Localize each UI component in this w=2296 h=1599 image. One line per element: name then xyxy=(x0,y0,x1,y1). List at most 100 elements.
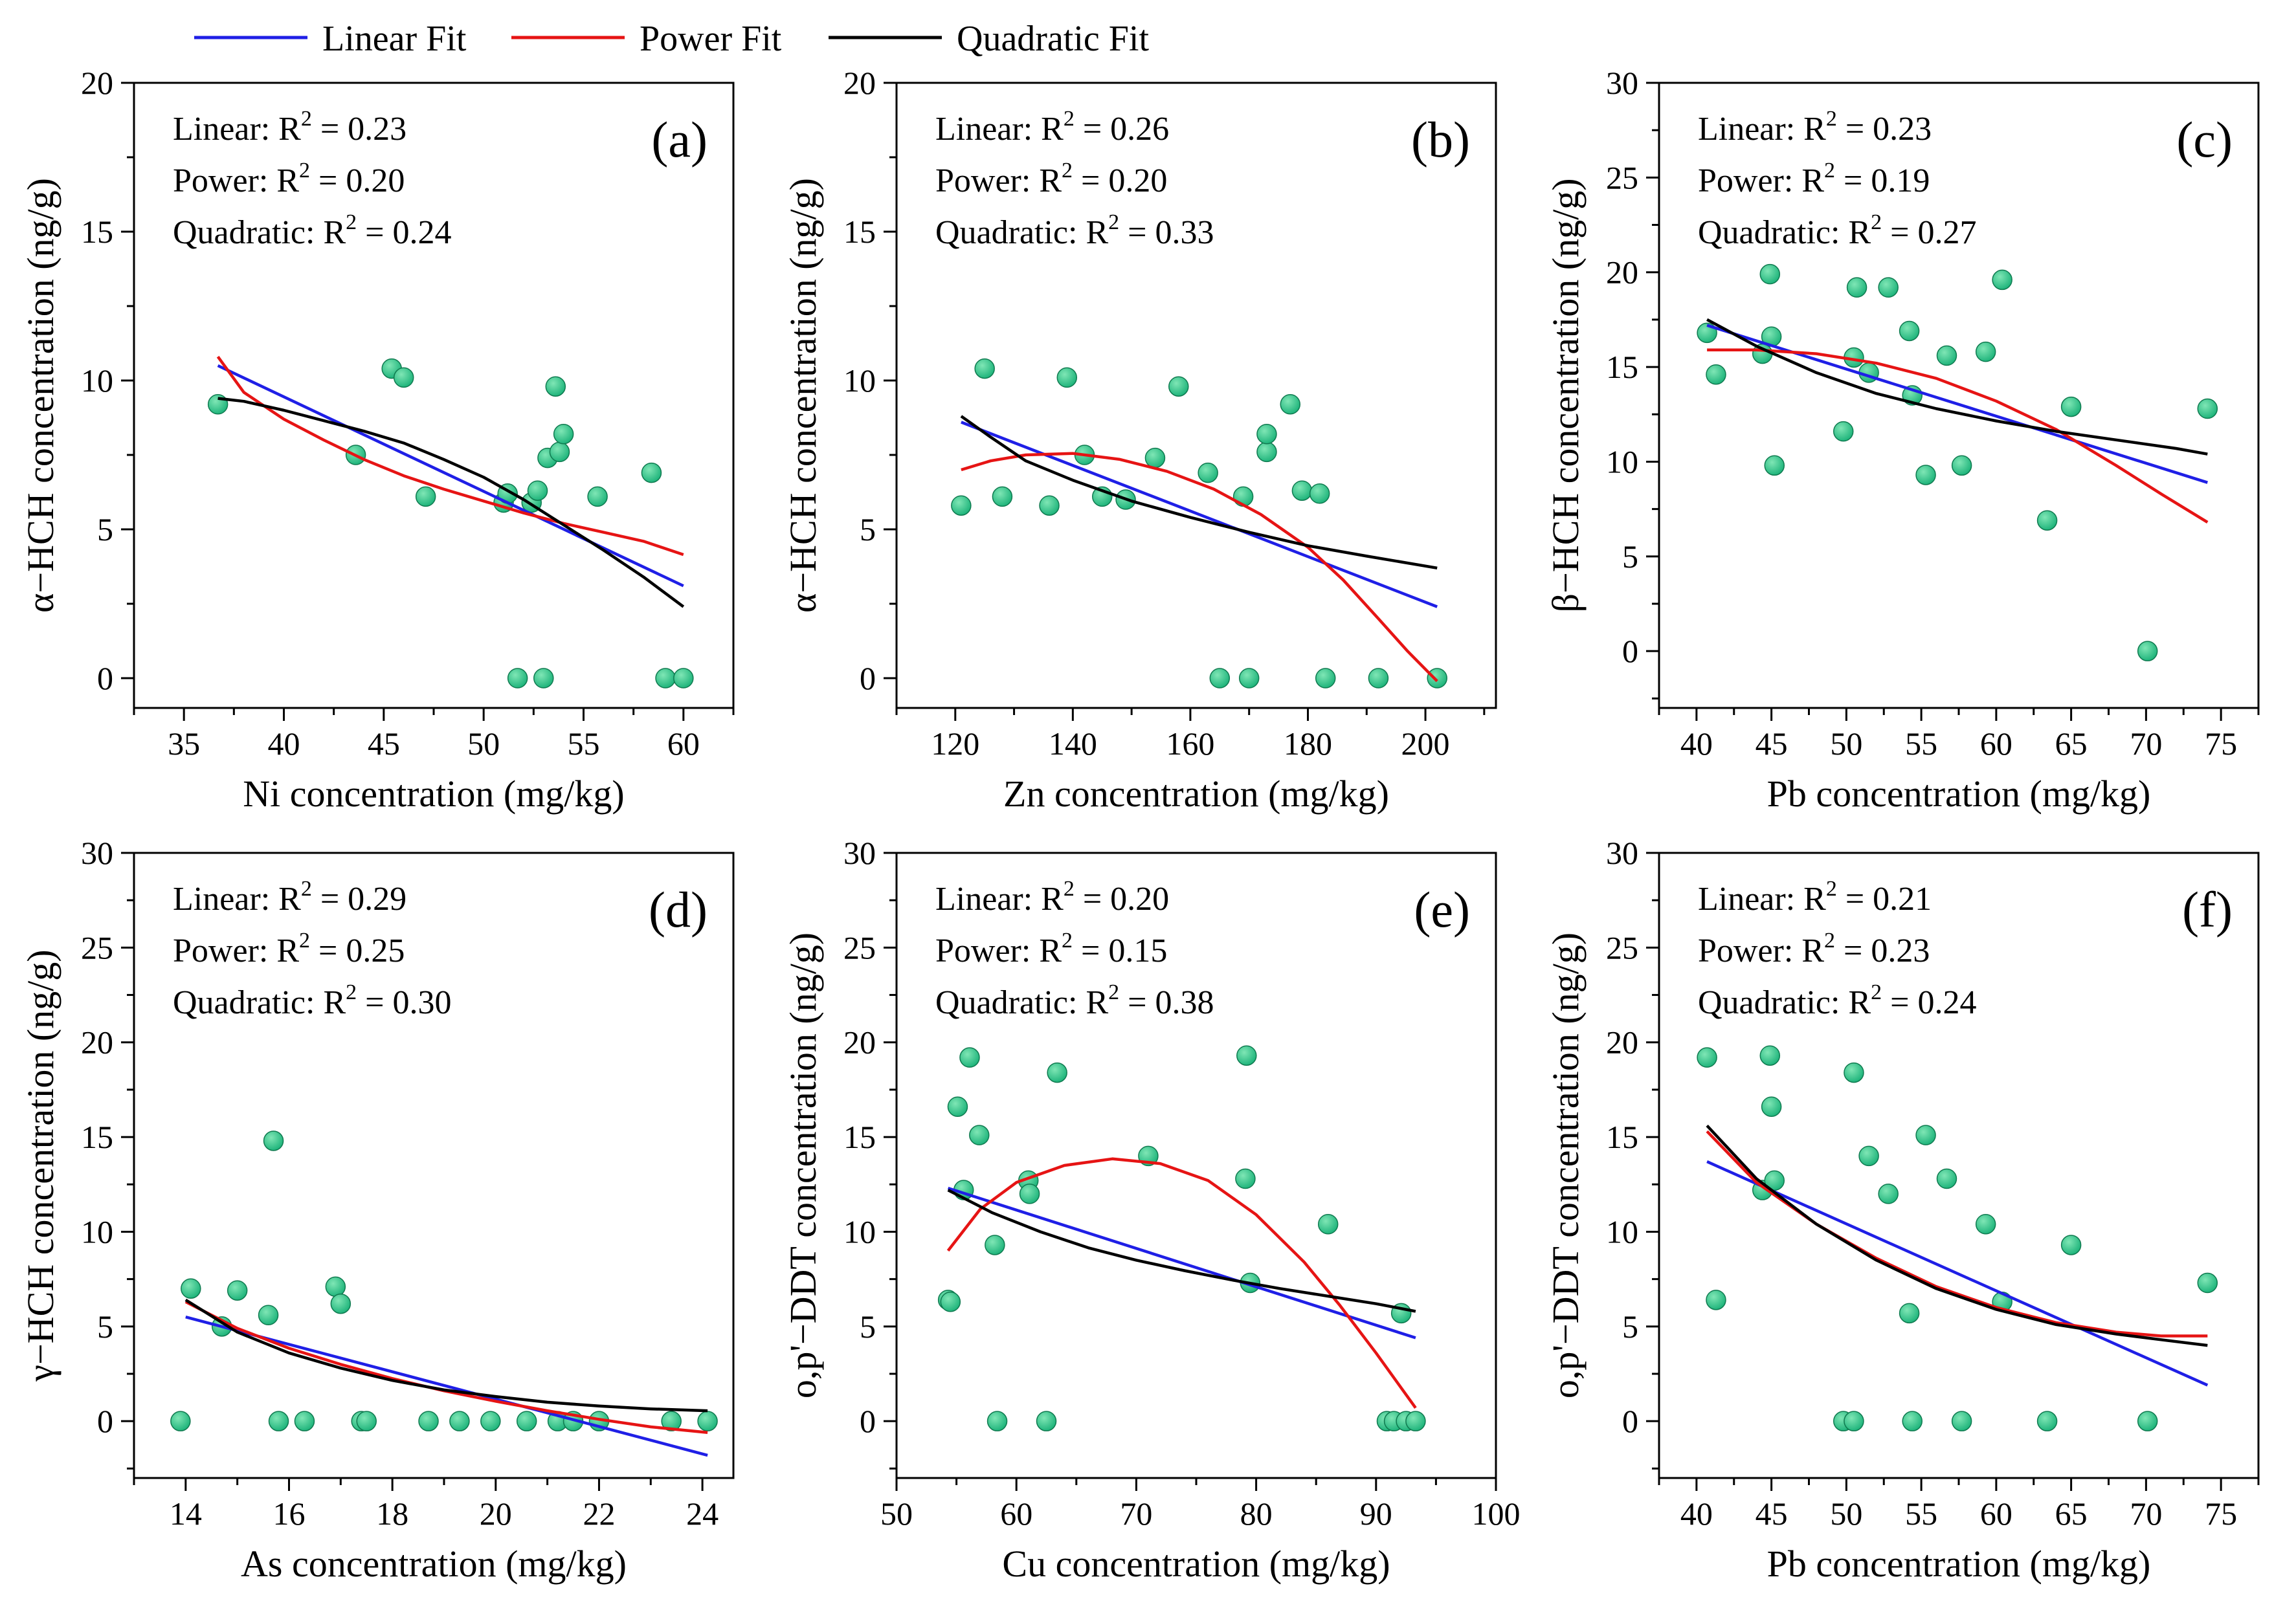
y-axis-title: β−HCH concentration (ng/g) xyxy=(1544,178,1587,612)
x-tick-label: 160 xyxy=(1166,725,1214,762)
data-point xyxy=(1936,1168,1957,1189)
r2-annotation: Linear: R2 = 0.29 xyxy=(173,877,407,918)
data-point xyxy=(1878,277,1899,298)
y-tick-label: 5 xyxy=(97,1308,113,1345)
data-point xyxy=(393,367,414,388)
data-point xyxy=(1761,1096,1782,1118)
r2-annotation: Linear: R2 = 0.23 xyxy=(173,107,407,148)
data-point xyxy=(1047,1062,1067,1083)
power-fit-line xyxy=(1707,348,2209,524)
r2-annotation: Power: R2 = 0.20 xyxy=(173,159,405,199)
r2-annotation: Quadratic: R2 = 0.38 xyxy=(935,980,1214,1021)
data-point xyxy=(418,1411,439,1431)
y-tick-label: 5 xyxy=(860,511,876,547)
data-point xyxy=(1039,495,1060,516)
r2-annotation: Quadratic: R2 = 0.24 xyxy=(1698,980,1976,1021)
x-tick-label: 70 xyxy=(2130,1495,2162,1532)
data-point xyxy=(1915,465,1936,485)
data-point xyxy=(1878,1184,1899,1204)
data-point xyxy=(507,668,528,689)
panel-letter: (b) xyxy=(1411,111,1470,168)
data-point xyxy=(1975,341,1996,362)
data-point xyxy=(1951,1411,1972,1431)
r2-annotation: Linear: R2 = 0.23 xyxy=(1698,107,1932,148)
data-point xyxy=(2197,398,2218,419)
data-point xyxy=(549,441,570,463)
data-point xyxy=(1256,441,1277,463)
panel-letter: (c) xyxy=(2176,111,2233,168)
data-point xyxy=(1168,376,1189,397)
y-axis-title: o,p'−DDT concentration (ng/g) xyxy=(782,932,824,1398)
y-tick-label: 10 xyxy=(843,362,876,399)
y-tick-label: 10 xyxy=(81,362,113,399)
data-point xyxy=(1951,455,1972,476)
y-tick-label: 20 xyxy=(843,1024,876,1061)
data-point xyxy=(1309,483,1330,504)
x-tick-label: 120 xyxy=(931,725,979,762)
x-axis-title: Pb concentration (mg/kg) xyxy=(1767,1543,2151,1585)
y-tick-label: 10 xyxy=(81,1213,113,1250)
x-tick-label: 18 xyxy=(376,1495,408,1532)
x-tick-label: 50 xyxy=(1830,1495,1862,1532)
data-point xyxy=(2060,396,2082,417)
legend-power-label: Power Fit xyxy=(640,19,782,59)
data-point xyxy=(1198,462,1218,483)
data-point xyxy=(1280,394,1301,415)
r2-annotation: Quadratic: R2 = 0.33 xyxy=(935,210,1214,251)
x-tick-label: 55 xyxy=(1905,725,1937,762)
data-point xyxy=(227,1280,248,1301)
data-point xyxy=(1144,447,1166,469)
panel-letter: (f) xyxy=(2182,881,2233,938)
r2-annotation: Quadratic: R2 = 0.30 xyxy=(173,980,451,1021)
r2-annotation: Linear: R2 = 0.20 xyxy=(935,877,1169,918)
panel-letter: (a) xyxy=(651,111,708,168)
data-point xyxy=(1759,263,1781,285)
y-tick-label: 20 xyxy=(81,65,113,101)
legend: Linear Fit Power Fit Quadratic Fit xyxy=(194,19,1149,59)
data-point xyxy=(1238,668,1260,689)
linear-fit-line xyxy=(947,1186,1416,1340)
data-point xyxy=(1036,1411,1057,1431)
y-axis-title: α−HCH concentration (ng/g) xyxy=(19,178,61,613)
data-point xyxy=(1844,1411,1864,1431)
y-tick-label: 15 xyxy=(843,214,876,250)
data-point xyxy=(181,1278,201,1299)
x-tick-label: 50 xyxy=(467,725,500,762)
y-tick-label: 15 xyxy=(81,1119,113,1155)
y-tick-label: 25 xyxy=(1606,929,1638,965)
y-tick-label: 15 xyxy=(1606,349,1638,385)
y-tick-label: 30 xyxy=(81,835,113,871)
data-point xyxy=(1056,367,1078,388)
data-point xyxy=(330,1293,351,1314)
x-tick-label: 35 xyxy=(168,725,200,762)
data-point xyxy=(356,1411,377,1431)
x-tick-label: 60 xyxy=(1000,1495,1032,1532)
data-point xyxy=(449,1411,470,1431)
data-point xyxy=(480,1411,501,1431)
data-point xyxy=(207,394,228,415)
quadratic-fit-line xyxy=(960,415,1438,570)
y-tick-label: 10 xyxy=(1606,443,1638,480)
panel-a: 35 40 45 50 55 60 0 5 10 15 20 Ni concentration (mg… xyxy=(19,65,735,815)
quadratic-fit-line xyxy=(184,1298,708,1413)
data-point xyxy=(1902,1411,1923,1431)
data-point xyxy=(1291,480,1313,501)
panel-f: 40 45 50 55 60 65 70 75 0 5 10 15 20 25 30 Pb concentra… xyxy=(1544,835,2260,1585)
data-point xyxy=(1846,277,1867,298)
data-point xyxy=(1317,1213,1339,1235)
x-tick-label: 60 xyxy=(1980,725,2012,762)
y-tick-label: 20 xyxy=(1606,254,1638,291)
linear-fit-line xyxy=(1706,1160,2209,1387)
x-tick-label: 65 xyxy=(2055,1495,2088,1532)
power-fit-line xyxy=(216,355,684,557)
plot-marks xyxy=(1697,263,2218,661)
plot-marks xyxy=(207,355,694,689)
data-point xyxy=(1844,1062,1864,1083)
panel-e: 50 60 70 80 90 100 0 5 10 15 20 25 30 Cu concentratio… xyxy=(782,835,1521,1585)
x-tick-label: 16 xyxy=(273,1495,305,1532)
data-point xyxy=(1706,1290,1726,1310)
data-point xyxy=(1235,1168,1256,1189)
data-point xyxy=(1759,1045,1781,1066)
data-point xyxy=(985,1235,1005,1255)
